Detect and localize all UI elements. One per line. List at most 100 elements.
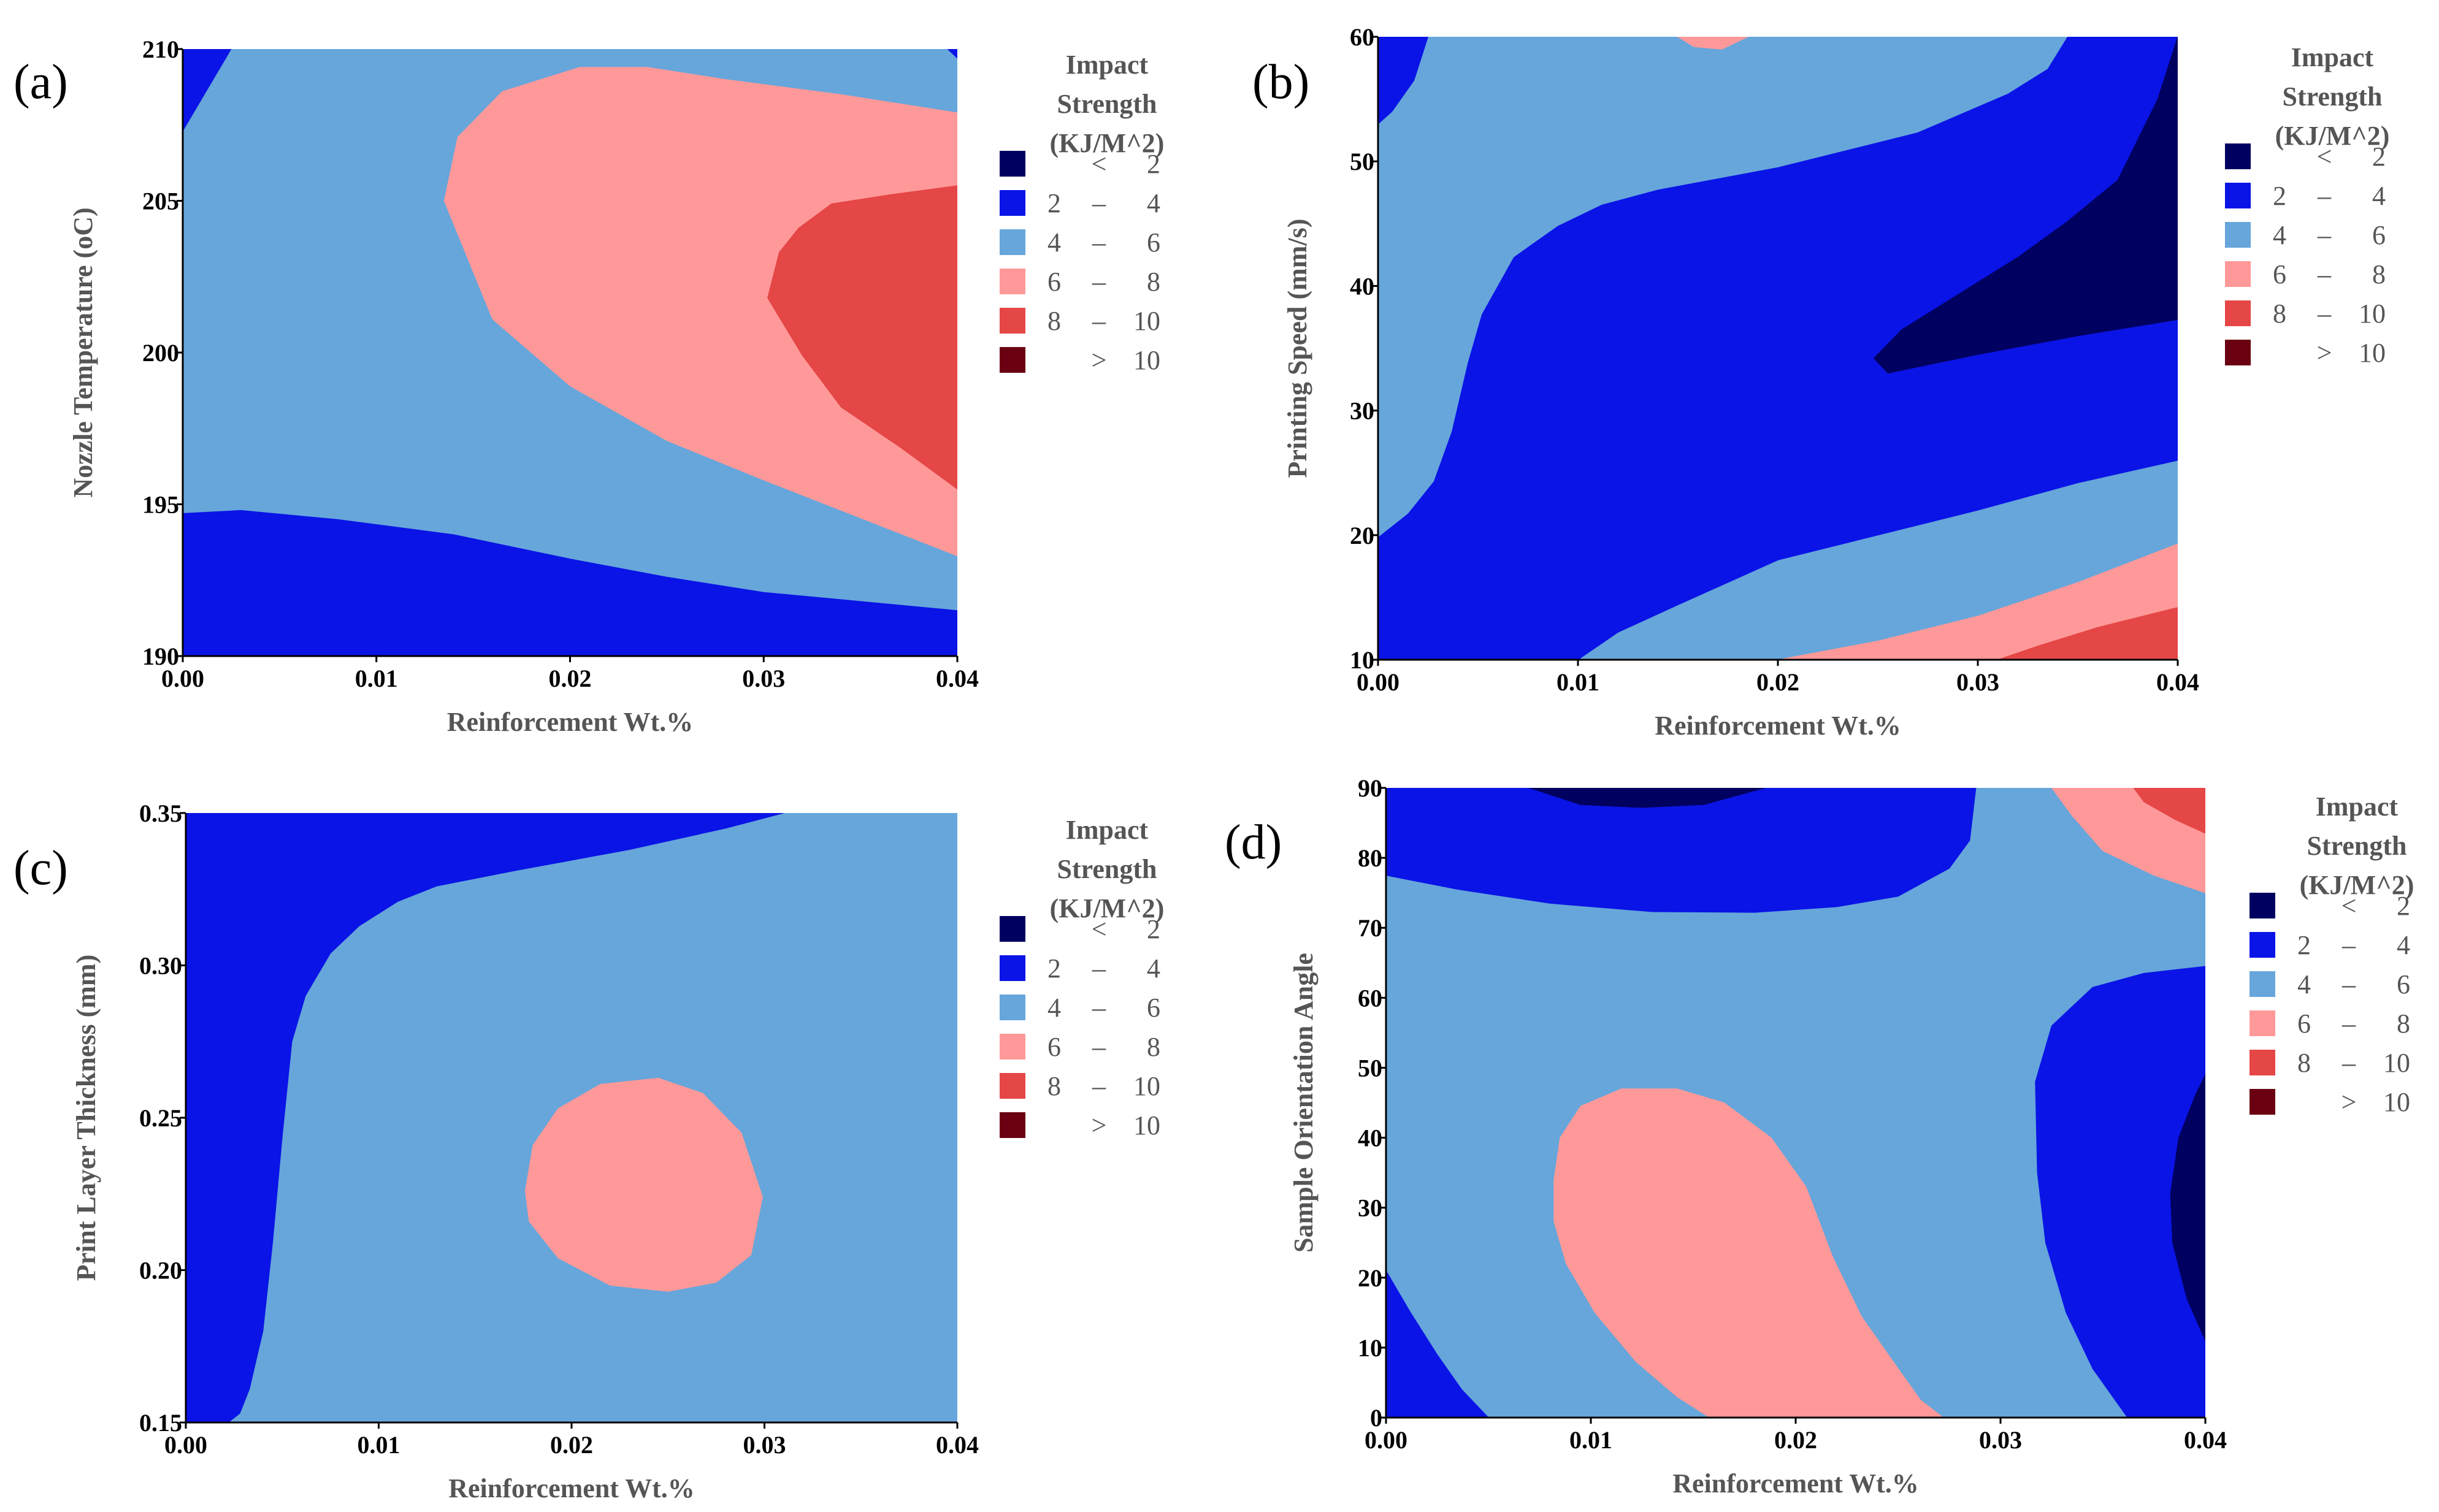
legend-swatch	[1000, 308, 1025, 334]
legend-title: (KJ/M^2)	[1050, 128, 1165, 158]
contour-regions	[183, 49, 957, 656]
y-tick-label: 90	[1358, 774, 1382, 802]
legend-range-separator: –	[2317, 220, 2332, 250]
legend-swatch	[1000, 347, 1025, 373]
legend-swatch	[2225, 340, 2251, 365]
legend-range-high: 2	[2372, 142, 2386, 172]
legend-range-separator: –	[2317, 259, 2332, 289]
legend-range-high: 8	[1147, 1032, 1160, 1062]
legend-title: Strength	[2283, 82, 2383, 112]
legend-swatch	[1000, 955, 1025, 981]
legend-range-high: 10	[2383, 1087, 2410, 1117]
x-axis-label: Reinforcement Wt.%	[447, 707, 694, 737]
legend-swatch	[2249, 1010, 2275, 1036]
legend-swatch	[2225, 300, 2251, 326]
legend-range-low: 8	[1047, 1071, 1061, 1101]
legend-swatch	[2249, 1089, 2275, 1115]
contour-region-6-8	[443, 67, 957, 557]
legend-swatch	[1000, 1073, 1025, 1099]
legend-title: Impact	[2291, 42, 2374, 72]
y-tick-label: 30	[1358, 1194, 1382, 1222]
legend-range-separator: –	[2341, 930, 2356, 960]
legend-title: Strength	[1057, 854, 1157, 884]
contour-regions	[1386, 788, 2205, 1418]
legend-range-low: 6	[2297, 1009, 2311, 1039]
contour-region-6-8	[524, 1077, 763, 1292]
x-tick-label: 0.00	[164, 1431, 207, 1459]
panel-label: (c)	[13, 841, 68, 895]
contour-region-2-4	[1378, 37, 1429, 124]
legend-range-low: 4	[2273, 220, 2286, 250]
legend-swatch	[1000, 1034, 1025, 1060]
legend-range-separator: >	[1092, 1110, 1107, 1140]
legend-range-low: 4	[1047, 993, 1061, 1023]
legend-range-low: 6	[2273, 259, 2286, 289]
legend-range-separator: –	[1092, 953, 1106, 983]
legend-range-high: 10	[1133, 306, 1160, 336]
contour-region-2-4	[186, 813, 784, 1422]
x-tick-label: 0.02	[549, 665, 592, 692]
x-tick-label: 0.03	[742, 665, 785, 692]
legend-title: Strength	[2307, 831, 2407, 861]
contour-regions	[1378, 37, 2178, 660]
x-tick-label: 0.02	[1756, 668, 1799, 696]
legend-swatch	[2225, 261, 2251, 287]
legend-title: Impact	[2316, 792, 2399, 822]
legend-swatch	[1000, 995, 1025, 1020]
legend-title: (KJ/M^2)	[2300, 870, 2414, 900]
legend-range-low: 2	[2273, 181, 2286, 211]
y-tick-label: 80	[1358, 844, 1382, 872]
y-axis-label: Printing Speed (mm/s)	[1282, 219, 1312, 478]
y-tick-label: 0.15	[139, 1409, 182, 1437]
panel-label: (d)	[1225, 815, 1282, 869]
x-axis-label: Reinforcement Wt.%	[1655, 711, 1901, 741]
contour-region-2-4	[183, 49, 232, 132]
y-tick-label: 70	[1358, 914, 1382, 942]
legend-range-high: 4	[1147, 953, 1160, 983]
panel-label: (b)	[1252, 55, 1309, 109]
legend-range-high: 10	[2359, 338, 2386, 368]
legend-range-high: 8	[2397, 1009, 2410, 1039]
legend-range-separator: –	[1092, 306, 1106, 336]
x-tick-label: 0.01	[358, 1431, 400, 1459]
y-tick-label: 0.30	[139, 952, 182, 980]
y-tick-label: 40	[1350, 272, 1374, 300]
legend-range-separator: –	[1092, 1071, 1106, 1101]
contour-region-6-8	[1677, 37, 1748, 50]
legend-range-low: 8	[1047, 306, 1061, 336]
contour-region-6-8	[1777, 543, 2178, 660]
y-tick-label: 10	[1358, 1334, 1382, 1362]
legend-range-separator: –	[1092, 188, 1106, 218]
legend-title: Impact	[1066, 815, 1149, 845]
y-tick-label: 50	[1358, 1054, 1382, 1082]
y-axis-label: Sample Orientation Angle	[1288, 953, 1319, 1253]
x-tick-label: 0.04	[2184, 1426, 2227, 1454]
legend-range-high: 6	[1147, 227, 1160, 258]
y-tick-label: 50	[1350, 148, 1374, 175]
legend-title: Impact	[1066, 50, 1149, 80]
contour-region-6-8	[1553, 1088, 1944, 1418]
legend-range-high: 10	[2383, 1048, 2410, 1078]
legend-range-low: 2	[2297, 930, 2311, 960]
legend-range-separator: <	[2317, 142, 2332, 172]
contour-region-2-4	[1386, 1270, 1489, 1418]
legend-range-separator: –	[1092, 227, 1106, 258]
y-tick-label: 195	[142, 491, 179, 519]
legend-range-high: 4	[2397, 930, 2410, 960]
legend-range-high: 2	[2397, 891, 2410, 921]
contour-region-2-4	[947, 49, 957, 59]
x-axis-label: Reinforcement Wt.%	[448, 1473, 695, 1503]
x-tick-label: 0.03	[1979, 1426, 2022, 1454]
contour-panel-2: 0.00 0.01 0.02 0.03 0.04 10 20 30 40 50 60 Reinforc…	[1252, 23, 2389, 741]
legend-range-separator: –	[1092, 993, 1106, 1023]
legend-range-separator: –	[1092, 1032, 1106, 1062]
legend-swatch	[1000, 269, 1025, 294]
x-axis-label: Reinforcement Wt.%	[1672, 1468, 1919, 1499]
y-tick-label: 10	[1350, 646, 1374, 674]
y-tick-label: 20	[1350, 522, 1374, 549]
legend-range-separator: >	[2341, 1087, 2357, 1117]
legend-range-low: 8	[2273, 299, 2286, 329]
x-tick-label: 0.02	[1774, 1426, 1817, 1454]
